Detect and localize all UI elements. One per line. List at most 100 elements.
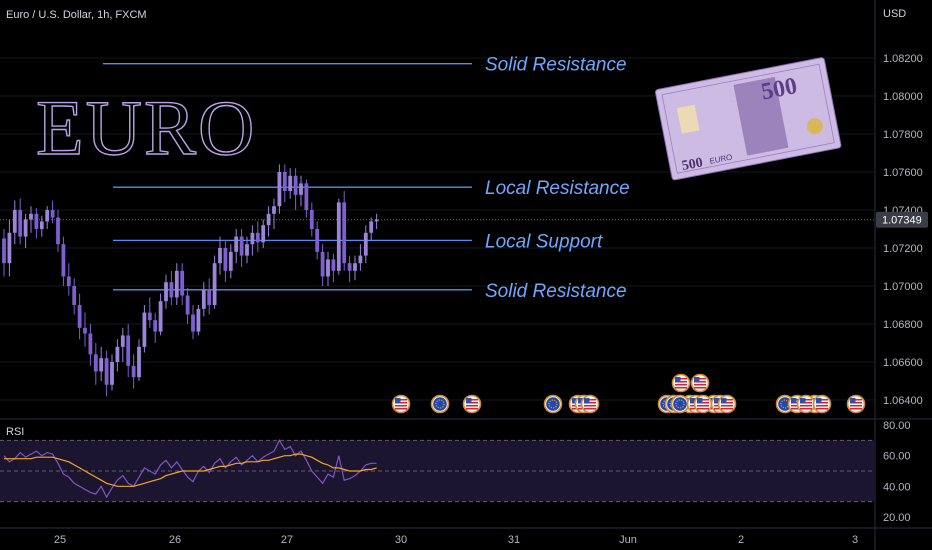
candle-body (61, 244, 66, 277)
us-flag-icon[interactable] (693, 394, 713, 414)
candle-body (120, 335, 125, 347)
y-tick-label: 1.06600 (883, 357, 923, 369)
candle-body (223, 248, 228, 271)
y-tick-label: 1.06400 (883, 395, 923, 407)
candle-body (245, 244, 249, 256)
candle-body (158, 301, 163, 332)
y-tick-label: 1.06800 (883, 319, 923, 331)
candle-body (34, 213, 39, 229)
banknote-word: EURO (709, 153, 733, 166)
candle-body (207, 289, 212, 305)
banknote-denomination-small: 500 (681, 155, 704, 174)
us-flag-icon[interactable] (462, 394, 482, 414)
candle-body (191, 314, 195, 332)
y-tick-label: 1.07800 (883, 129, 923, 141)
x-tick-label: 27 (281, 534, 293, 546)
candle-body (185, 295, 190, 315)
last-price-label: 1.07349 (882, 215, 922, 227)
rsi-tick-label: 80.00 (883, 420, 911, 432)
us-flag-icon[interactable] (690, 373, 710, 393)
us-flag-icon[interactable] (580, 394, 600, 414)
time-axis: 25 26 27 30 31 Jun 2 3 (54, 534, 858, 546)
candle-body (164, 282, 168, 302)
candle-body (126, 335, 131, 366)
candle-body (7, 232, 12, 264)
candle-body (131, 365, 136, 378)
candle-body (93, 354, 98, 372)
x-tick-label: 2 (738, 534, 744, 546)
candle-body (12, 210, 17, 233)
y-tick-label: 1.07600 (883, 167, 923, 179)
x-tick-label: 3 (852, 534, 858, 546)
candle-body (234, 236, 239, 252)
candle-body (266, 213, 271, 226)
candle-body (18, 210, 23, 237)
eu-flag-icon[interactable] (430, 394, 450, 414)
candle-body (218, 248, 222, 264)
eu-flag-icon[interactable] (670, 394, 690, 414)
rsi-tick-label: 60.00 (883, 451, 911, 463)
candle-body (336, 202, 341, 271)
x-tick-label: 26 (169, 534, 181, 546)
candle-body (272, 206, 276, 214)
y-tick-label: 1.08000 (883, 91, 923, 103)
price-axis: 1.082001.080001.078001.076001.074001.072… (883, 53, 923, 407)
candle-body (104, 358, 109, 385)
candle-body (115, 346, 120, 362)
level-lines: Solid Resistance Local Resistance Local Su… (103, 55, 630, 302)
candle-body (369, 221, 374, 233)
rsi-pane: 80.00 60.00 40.00 20.00 (0, 420, 911, 524)
candle-body (77, 305, 82, 328)
candle-body (153, 320, 158, 332)
rsi-tick-label: 40.00 (883, 481, 911, 493)
candle-body (228, 251, 233, 271)
candle-body (347, 263, 352, 271)
candle-body (363, 232, 368, 256)
x-tick-label: 31 (508, 534, 520, 546)
candle-body (196, 308, 201, 332)
us-flag-icon[interactable] (812, 394, 832, 414)
candle-body (331, 259, 336, 271)
candle-body (255, 232, 260, 243)
eu-flag-icon[interactable] (543, 394, 563, 414)
y-tick-label: 1.07200 (883, 243, 923, 255)
rsi-ma-line (4, 453, 377, 487)
candle-body (212, 263, 217, 305)
candle-body (142, 312, 147, 347)
symbol-title: Euro / U.S. Dollar, 1h, FXCM (6, 9, 147, 21)
candle-body (180, 270, 185, 296)
candle-body (299, 183, 303, 195)
currency-label: USD (883, 8, 906, 20)
candle-body (83, 327, 87, 334)
candle-body (29, 213, 33, 220)
level-label: Solid Resistance (485, 55, 627, 76)
us-flag-icon[interactable] (671, 373, 691, 393)
y-tick-label: 1.07000 (883, 281, 923, 293)
candle-body (147, 312, 152, 321)
candle-body (201, 289, 206, 309)
us-flag-icon[interactable] (391, 394, 411, 414)
level-label: Local Resistance (485, 178, 630, 199)
candle-body (320, 251, 325, 277)
x-tick-label: 30 (395, 534, 407, 546)
rsi-label: RSI (6, 426, 24, 438)
candle-body (169, 282, 174, 298)
candle-body (353, 263, 357, 271)
candle-body (99, 358, 104, 372)
candle-body (137, 346, 141, 378)
candle-body (288, 175, 293, 191)
candle-body (50, 210, 55, 218)
level-label: Local Support (485, 231, 603, 252)
us-flag-icon[interactable] (717, 394, 737, 414)
candle-body (250, 232, 255, 245)
candle-body (88, 333, 93, 355)
candle-body (39, 221, 44, 229)
candles (2, 164, 379, 397)
event-markers (391, 373, 866, 414)
us-flag-icon[interactable] (846, 394, 866, 414)
candle-body (282, 172, 287, 191)
us-flag-icon[interactable] (796, 394, 816, 414)
rsi-tick-label: 20.00 (883, 512, 911, 524)
candle-body (342, 202, 347, 264)
